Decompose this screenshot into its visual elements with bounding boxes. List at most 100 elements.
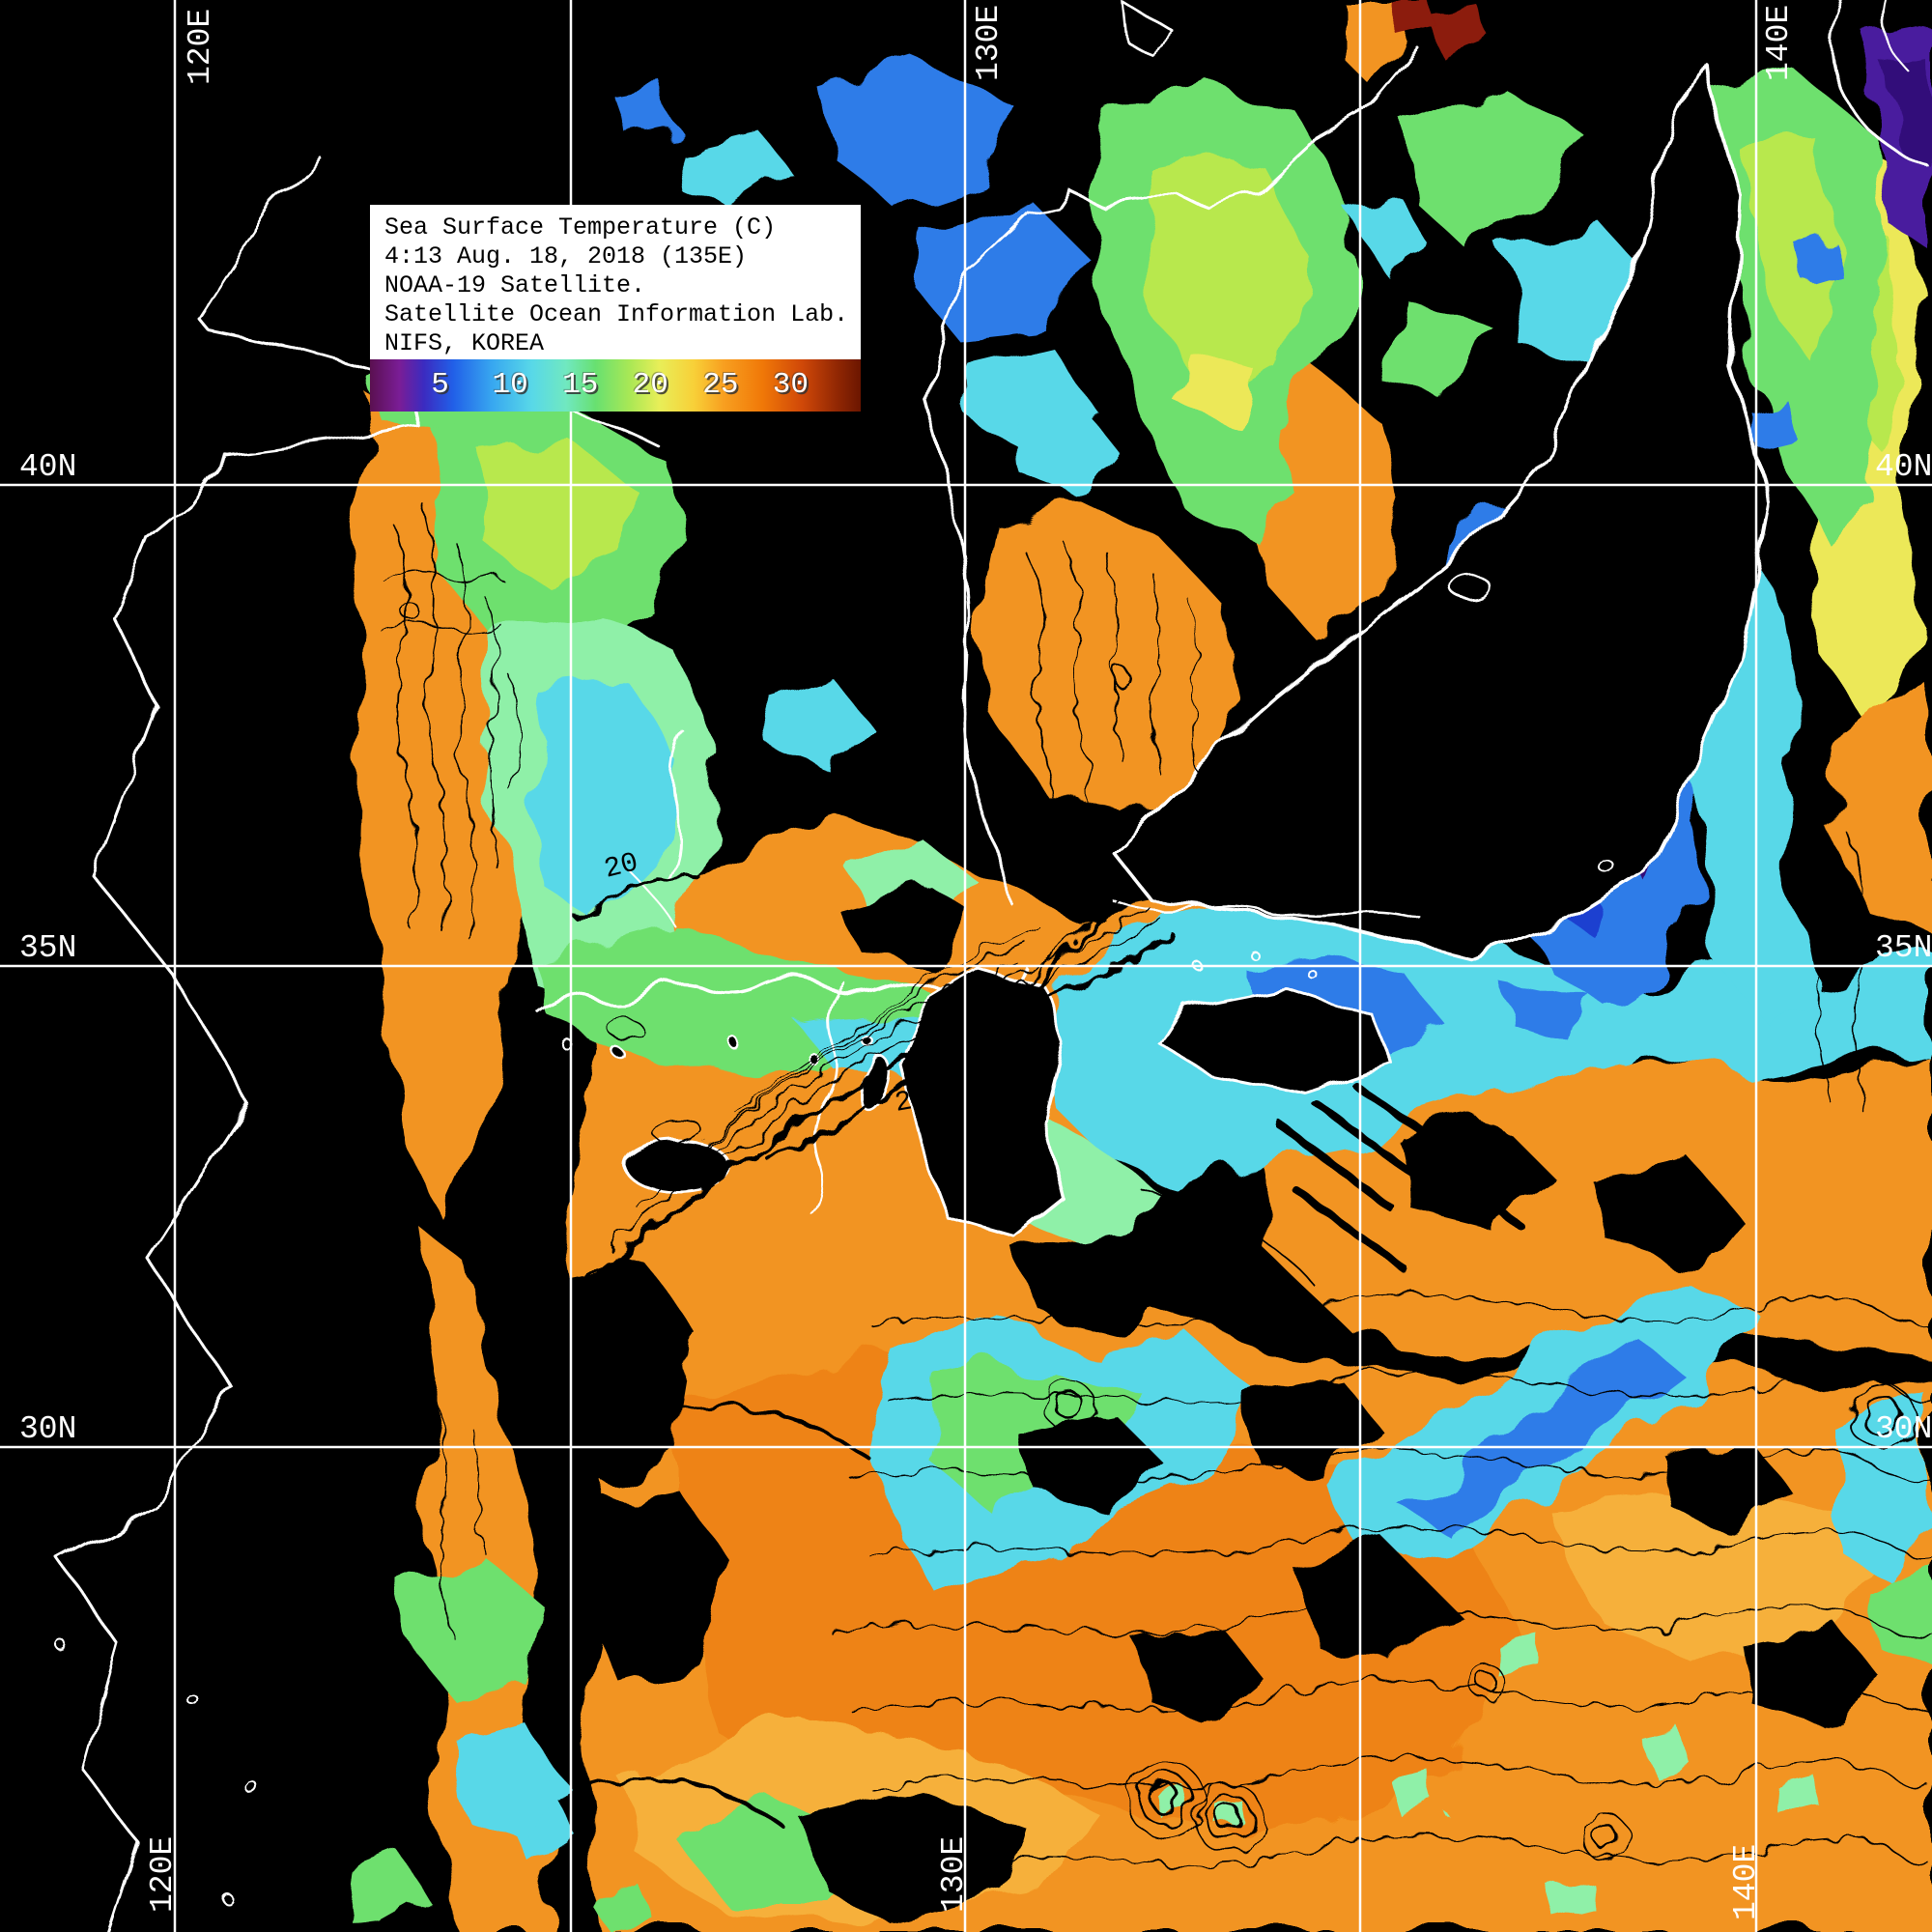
sst-patch <box>1886 60 1928 164</box>
lon-label-top: 130E <box>971 5 1007 81</box>
coastline-island <box>54 1638 66 1650</box>
coastline-kyushu <box>898 966 1066 1240</box>
contour-line <box>436 1402 451 1635</box>
contour-line <box>488 600 501 872</box>
coastline-island <box>614 1049 626 1061</box>
contour-line <box>851 1447 1932 1482</box>
coastline-jeju <box>622 1138 730 1192</box>
cloud-patch <box>1244 1374 1383 1480</box>
eddy-contour <box>1125 1759 1205 1838</box>
sst-patch <box>1546 1490 1882 1663</box>
contour-line <box>870 1293 1932 1327</box>
contour-line <box>511 677 519 795</box>
sst-patch <box>1350 195 1428 272</box>
sst-patch <box>1804 243 1847 292</box>
contour-ring <box>652 1119 704 1146</box>
contour-ring <box>1113 668 1132 688</box>
eddy-contour <box>1214 1804 1243 1833</box>
sst-patch <box>1399 1779 1447 1824</box>
cloud-patch <box>1592 1161 1741 1258</box>
contour-line-25 <box>579 930 1174 1290</box>
contour-line-20 <box>576 872 699 922</box>
coastline-mainland-ne <box>923 46 1420 402</box>
sst-patch <box>1644 1731 1692 1776</box>
contour-line <box>919 890 1123 1065</box>
sst-patch <box>529 684 678 929</box>
contour-line <box>639 903 1147 1210</box>
cloud-mask-patches <box>539 885 1886 1924</box>
sst-patch <box>1341 0 1412 89</box>
eddy-contour <box>1478 1673 1497 1692</box>
lat-label-right: 30N <box>1875 1411 1932 1447</box>
colorbar-gradient <box>370 359 861 412</box>
sst-patch <box>1737 137 1847 369</box>
cloud-patch <box>1016 1412 1161 1509</box>
lon-label-top: 120E <box>183 9 218 85</box>
coastline-island <box>246 1782 260 1796</box>
coastline-shikoku <box>1159 985 1395 1095</box>
eddy-contour <box>1848 1382 1916 1450</box>
marker-ring <box>1598 858 1613 873</box>
contour-line <box>1141 1189 1317 1288</box>
contour-line <box>422 503 447 930</box>
contour-value-label: 20 <box>601 846 641 885</box>
sst-patch <box>674 128 794 214</box>
contour-line <box>1151 571 1162 776</box>
contour-line <box>1807 812 1833 1104</box>
eddy-contour <box>1055 1391 1086 1422</box>
sst-patch <box>1244 365 1403 639</box>
sst-patch <box>1779 1779 1828 1824</box>
contour-streak <box>1293 1186 1406 1271</box>
sst-patch <box>456 1721 562 1837</box>
sst-patch <box>1408 89 1586 253</box>
sst-patch <box>1142 156 1306 408</box>
coastline-korea-west <box>668 728 684 883</box>
contour-line <box>851 1679 1932 1714</box>
contour-ring <box>400 601 419 620</box>
sst-patch <box>1747 398 1795 446</box>
contour-line <box>608 919 1162 1249</box>
contour-line <box>890 1370 1932 1405</box>
sst-patch <box>350 1857 433 1930</box>
coastline-hokkaido <box>1882 0 1906 69</box>
sst-patch <box>591 1886 659 1932</box>
lon-label-bottom: 140E <box>1728 1844 1764 1920</box>
cloud-patch <box>1022 1238 1180 1335</box>
colorbar-tick: 30 <box>772 368 810 402</box>
coastline-island <box>1251 952 1261 961</box>
cloud-patch <box>1741 1625 1886 1731</box>
eddy-contour <box>1193 1782 1264 1854</box>
coastline-korea-west <box>629 870 677 928</box>
contour-layer <box>380 503 1932 1868</box>
coastline-seto-north <box>1111 898 1424 922</box>
sst-patch <box>481 442 630 582</box>
sst-patch <box>1389 0 1437 37</box>
info-line-org: NIFS, KOREA <box>384 329 545 357</box>
sst-patch <box>910 195 1084 340</box>
sst-patch <box>819 60 1007 205</box>
contour-line <box>762 917 1106 1158</box>
lon-label-bottom: 120E <box>145 1836 181 1913</box>
contour-line <box>735 923 1037 1114</box>
sst-patch <box>1180 350 1254 427</box>
cloud-patch <box>800 1789 1026 1924</box>
sst-patch <box>1495 1634 1548 1683</box>
sst-patch <box>1544 1872 1592 1917</box>
coastline-island <box>218 1889 230 1901</box>
coastline-island <box>189 1696 201 1708</box>
contour-line <box>1064 542 1092 849</box>
lon-label-bottom: 130E <box>936 1836 972 1913</box>
contour-line <box>870 1756 1932 1791</box>
contour-line <box>1846 832 1867 1116</box>
contour-line <box>391 523 418 930</box>
info-line-satellite: NOAA-19 Satellite. <box>384 271 646 299</box>
contour-line <box>455 542 475 940</box>
coastline-island <box>730 1039 742 1051</box>
eddy-contour <box>1469 1664 1506 1701</box>
cloud-patch <box>578 1490 736 1683</box>
eddy-contour <box>1204 1793 1254 1843</box>
coastline-island <box>1309 971 1319 980</box>
contour-line <box>890 1833 1932 1868</box>
coastline-china <box>58 155 419 1932</box>
